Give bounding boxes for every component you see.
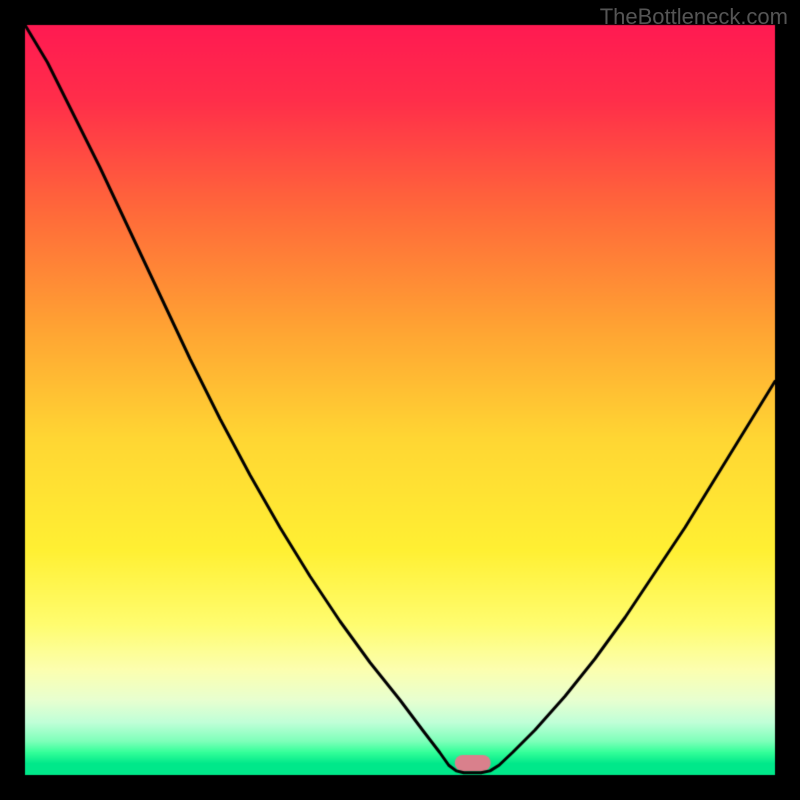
- watermark-text: TheBottleneck.com: [600, 4, 788, 30]
- bottleneck-curve-chart: [0, 0, 800, 800]
- chart-frame: TheBottleneck.com: [0, 0, 800, 800]
